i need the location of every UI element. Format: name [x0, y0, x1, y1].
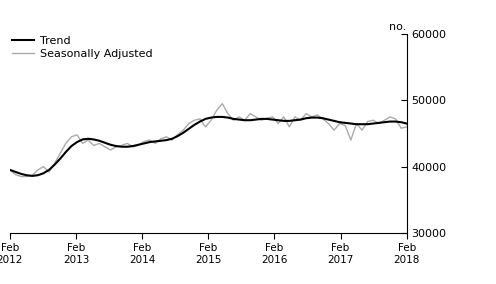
- Trend: [242, 118, 248, 122]
- Line: Seasonally Adjusted: Seasonally Adjusted: [10, 104, 407, 177]
- Seasonally Adjusted: [242, 118, 248, 122]
- Line: Trend: Trend: [10, 117, 407, 176]
- Trend: [404, 122, 410, 125]
- Seasonally Adjusted: [18, 175, 24, 178]
- Trend: [270, 118, 276, 121]
- Seasonally Adjusted: [68, 135, 74, 139]
- Legend: Trend, Seasonally Adjusted: Trend, Seasonally Adjusted: [12, 36, 153, 59]
- Text: no.: no.: [389, 22, 407, 32]
- Seasonally Adjusted: [7, 168, 13, 172]
- Trend: [286, 119, 292, 123]
- Seasonally Adjusted: [147, 138, 153, 142]
- Trend: [381, 120, 387, 124]
- Seasonally Adjusted: [270, 115, 276, 119]
- Trend: [214, 115, 220, 119]
- Trend: [29, 174, 35, 178]
- Seasonally Adjusted: [286, 125, 292, 129]
- Seasonally Adjusted: [219, 102, 225, 105]
- Trend: [7, 168, 13, 172]
- Seasonally Adjusted: [404, 125, 410, 129]
- Trend: [147, 140, 153, 144]
- Trend: [68, 144, 74, 148]
- Seasonally Adjusted: [381, 118, 387, 122]
